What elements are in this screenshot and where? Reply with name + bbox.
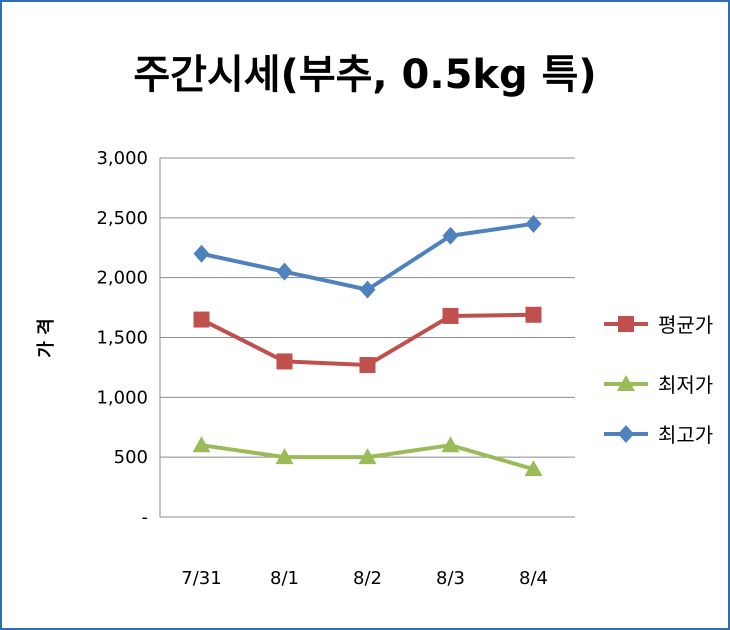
data-point	[442, 307, 459, 324]
series-group	[192, 214, 543, 477]
data-point	[441, 436, 460, 453]
y-tick-label: -	[142, 507, 149, 528]
x-tick-label: 8/2	[353, 568, 382, 589]
data-point	[525, 214, 542, 233]
y-axis-label: 가 격	[36, 318, 57, 357]
chart-title: 주간시세(부추, 0.5kg 특)	[133, 52, 596, 98]
y-tick-label: 500	[114, 447, 148, 468]
data-point	[359, 280, 376, 299]
y-tick-label: 2,500	[96, 208, 148, 229]
data-point	[275, 448, 294, 465]
axes	[159, 158, 575, 518]
data-point	[193, 311, 210, 328]
x-tick-label: 8/4	[519, 568, 548, 589]
data-point	[617, 375, 635, 391]
y-axis-ticks: - 500 1,000 1,500 2,000 2,500 3,000	[96, 148, 148, 528]
data-point	[358, 448, 377, 465]
legend-label: 최저가	[658, 373, 713, 397]
series-1	[193, 306, 542, 374]
legend-entry: 최고가	[604, 423, 713, 447]
data-point	[192, 436, 211, 453]
x-axis-ticks: 7/31 8/1 8/2 8/3 8/4	[181, 568, 548, 589]
legend-label: 평균가	[658, 313, 713, 337]
data-point	[193, 244, 210, 263]
legend-entry: 최저가	[604, 373, 713, 397]
data-point	[442, 226, 459, 245]
x-tick-label: 8/1	[270, 568, 299, 589]
data-point	[359, 357, 376, 374]
data-point	[276, 262, 293, 281]
y-tick-label: 2,000	[96, 268, 148, 289]
grid-lines	[160, 157, 575, 458]
y-tick-label: 3,000	[96, 148, 148, 169]
y-tick-label: 1,000	[96, 387, 148, 408]
data-point	[525, 306, 542, 323]
series-2	[192, 436, 543, 477]
y-tick-label: 1,500	[96, 328, 148, 349]
data-point	[276, 353, 293, 370]
series-line	[201, 221, 534, 292]
data-point	[524, 460, 543, 477]
x-tick-label: 7/31	[181, 568, 221, 589]
x-tick-label: 8/3	[436, 568, 465, 589]
legend-entry: 평균가	[604, 313, 713, 337]
series-3	[193, 214, 542, 299]
data-point	[618, 425, 634, 443]
legend-label: 최고가	[658, 423, 713, 447]
data-point	[618, 316, 634, 332]
